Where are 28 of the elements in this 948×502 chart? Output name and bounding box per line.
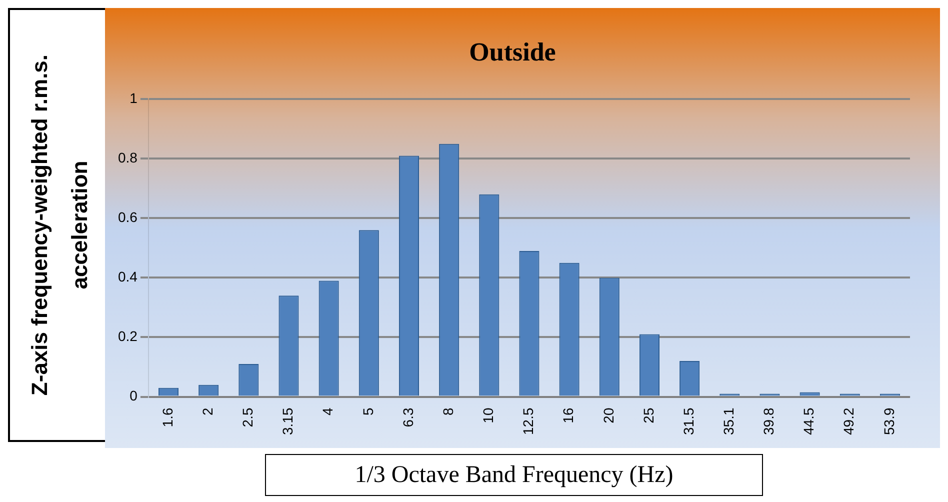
x-tick-label: 2.5	[240, 408, 256, 428]
x-tick-label: 5	[360, 408, 376, 416]
x-tick-label: 10	[480, 408, 496, 424]
y-tick-label: 0	[130, 388, 138, 404]
x-tick-label: 31.5	[680, 408, 696, 435]
chart-title: Outside	[469, 37, 556, 66]
x-tick-label: 2	[199, 408, 216, 416]
x-tick-label: 6.3	[400, 408, 416, 428]
x-tick-label: 1.6	[159, 408, 176, 428]
x-tick-label: 12.5	[520, 408, 536, 435]
y-axis-title: Z-axis frequency-weighted r.m.s. acceleration	[26, 53, 93, 398]
x-tick-label: 49.2	[840, 408, 857, 435]
x-tick-label: 20	[600, 408, 616, 424]
x-tick-label: 35.1	[720, 408, 736, 435]
y-tick-label: 0.6	[118, 209, 138, 226]
x-tick-label: 8	[440, 408, 456, 416]
x-axis-title: 1/3 Octave Band Frequency (Hz)	[265, 454, 763, 496]
x-tick-label: 3.15	[280, 408, 296, 435]
y-tick-label: 0.2	[118, 328, 138, 344]
y-tick-label: 1	[130, 90, 138, 106]
x-tick-label: 16	[560, 408, 576, 424]
x-tick-label: 39.8	[760, 408, 777, 435]
y-tick-label: 0.8	[118, 150, 138, 166]
x-tick-label: 4	[320, 408, 336, 416]
x-tick-label: 25	[640, 408, 656, 424]
x-tick-label: 44.5	[800, 408, 817, 435]
x-tick-label: 53.9	[880, 408, 897, 435]
y-tick-label: 0.4	[118, 268, 138, 285]
